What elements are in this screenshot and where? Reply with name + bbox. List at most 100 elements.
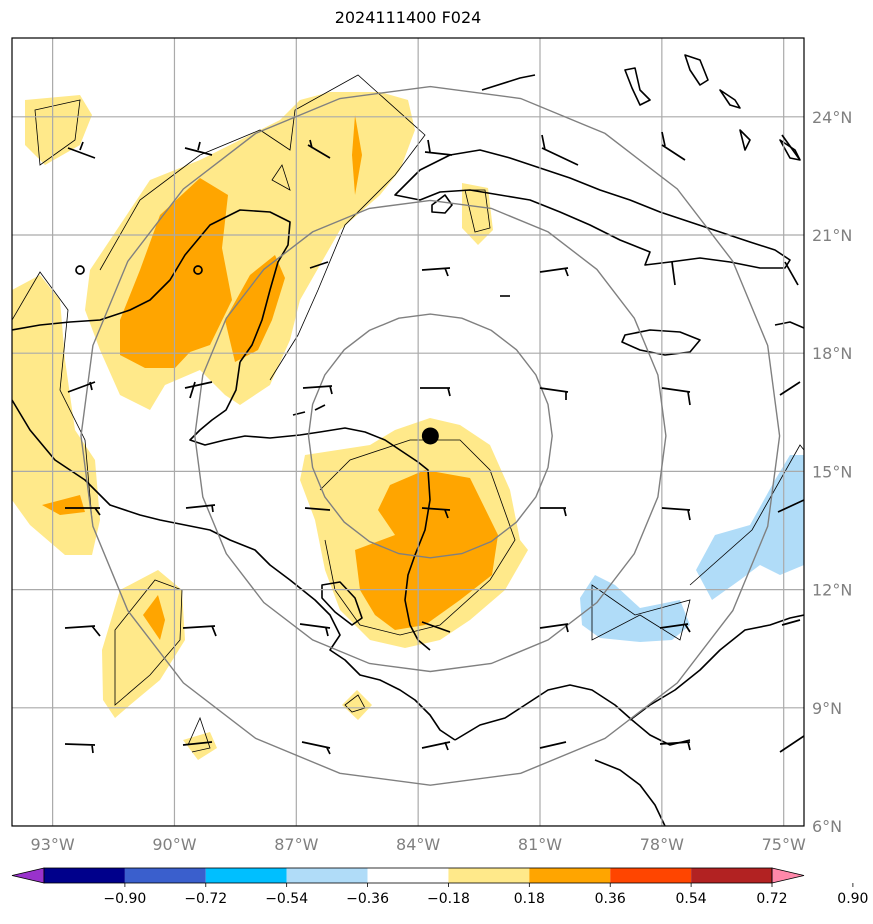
- shade-core-belize: [225, 255, 285, 362]
- shade-core-pacific: [143, 595, 165, 640]
- colorbar-bin: [367, 868, 449, 883]
- shade-region-west: [12, 275, 100, 555]
- colorbar-label: −0.18: [427, 891, 470, 907]
- longitude-label: 81°W: [518, 835, 562, 854]
- longitude-label: 78°W: [640, 835, 684, 854]
- wind-barb: [64, 743, 96, 754]
- coastline-bahamas-3: [719, 89, 741, 109]
- longitude-label: 93°W: [31, 835, 75, 854]
- contour-line: [187, 716, 211, 753]
- longitude-label: 90°W: [152, 835, 196, 854]
- wind-barb: [424, 139, 453, 156]
- colorbar-bin: [286, 868, 368, 883]
- range-rings: [80, 85, 781, 786]
- coastline-bahamas-4: [739, 129, 751, 151]
- contour-line: [34, 99, 81, 166]
- contour-line: [464, 189, 491, 233]
- wind-barb: [781, 619, 801, 626]
- coastline-panama: [454, 684, 691, 746]
- colorbar-bin: [448, 868, 530, 883]
- graticule: [12, 38, 804, 826]
- contour-line: [319, 439, 516, 636]
- wind-barb: [302, 385, 333, 395]
- colorbar-label: −0.36: [346, 891, 389, 907]
- wind-barb: [307, 139, 331, 159]
- coastline-bahamas-1: [624, 67, 651, 106]
- wind-barb: [539, 741, 567, 749]
- colorbar-frame: [43, 867, 773, 884]
- wind-barb: [309, 261, 329, 269]
- colorbar-bin: [691, 868, 772, 883]
- coastline-lake-nicaragua: [321, 581, 363, 626]
- wind-barb: [67, 381, 96, 393]
- longitude-label: 75°W: [762, 835, 806, 854]
- contour-lines: [12, 74, 804, 753]
- range-ring: [194, 199, 667, 673]
- wind-barb: [781, 134, 801, 161]
- contour-line: [99, 74, 426, 381]
- coastline-gulf-coast: [12, 209, 291, 363]
- longitude-label: 87°W: [274, 835, 318, 854]
- contour-line: [114, 579, 183, 706]
- wind-barb: [539, 623, 569, 633]
- storm-center-marker: [421, 427, 439, 445]
- wind-barb: [661, 507, 691, 521]
- calm-wind-marker: [193, 265, 203, 275]
- wind-barb: [304, 507, 331, 511]
- wind-barb: [184, 141, 213, 156]
- latitude-label: 15°N: [812, 462, 852, 481]
- wind-barb: [421, 267, 451, 277]
- wind-barb: [539, 387, 569, 400]
- wind-barb: [184, 381, 213, 399]
- wind-barb: [777, 499, 804, 513]
- contour-line: [591, 584, 691, 641]
- colorbar-label: 0.36: [595, 891, 626, 907]
- wind-barb: [299, 623, 331, 637]
- wind-barb: [421, 507, 451, 519]
- shaded-field-layer: [12, 92, 804, 760]
- wind-barb: [185, 504, 216, 513]
- shade-region-pacific: [102, 570, 185, 718]
- shade-neg-caribbean: [580, 575, 690, 642]
- wind-barb: [784, 261, 799, 286]
- shade-region-small-2: [183, 732, 217, 760]
- coastline-colombia-pacific: [594, 759, 666, 826]
- wind-barb: [182, 741, 213, 746]
- colorbar-label: −0.54: [265, 891, 308, 907]
- coastline-pacific: [12, 399, 456, 741]
- wind-barb: [540, 507, 567, 517]
- wind-barb: [64, 625, 101, 637]
- colorbar-bin: [205, 868, 287, 883]
- colorbar-label: 0.90: [837, 891, 868, 907]
- contour-line: [271, 164, 291, 191]
- wind-barb: [779, 735, 804, 753]
- map-area: [12, 38, 804, 826]
- colorbar-label: 0.54: [676, 891, 707, 907]
- colorbar: −0.90 −0.72 −0.54 −0.36 −0.18 0.18 0.36 0.54 0.7…: [11, 867, 868, 907]
- range-ring: [307, 313, 553, 559]
- wind-barb: [182, 625, 217, 637]
- colorbar-bin: [124, 868, 206, 883]
- latitude-label: 18°N: [812, 344, 852, 363]
- colorbar-extend-high: [771, 867, 805, 884]
- coastline-bahamas-7: [481, 74, 536, 91]
- shade-core-gulf: [352, 115, 362, 195]
- longitude-tick-labels: 93°W 90°W 87°W 84°W 81°W 78°W 75°W: [31, 835, 806, 854]
- wind-barb: [671, 261, 676, 286]
- colorbar-label: −0.72: [184, 891, 227, 907]
- shade-region-nw: [25, 95, 92, 165]
- shade-neg-east: [696, 455, 804, 600]
- wind-barb: [661, 387, 691, 406]
- colorbar-extend-low: [11, 867, 45, 884]
- shade-core-yucatan: [120, 178, 232, 368]
- latitude-label: 24°N: [812, 108, 852, 127]
- latitude-label: 6°N: [812, 817, 842, 836]
- colorbar-bin: [610, 868, 692, 883]
- coastline-bahamas-6: [774, 321, 804, 329]
- wind-barb: [420, 387, 451, 397]
- coastline-isla-juventud: [431, 194, 453, 214]
- wind-barb: [301, 741, 331, 755]
- latitude-label: 21°N: [812, 226, 852, 245]
- wind-barb: [421, 621, 451, 633]
